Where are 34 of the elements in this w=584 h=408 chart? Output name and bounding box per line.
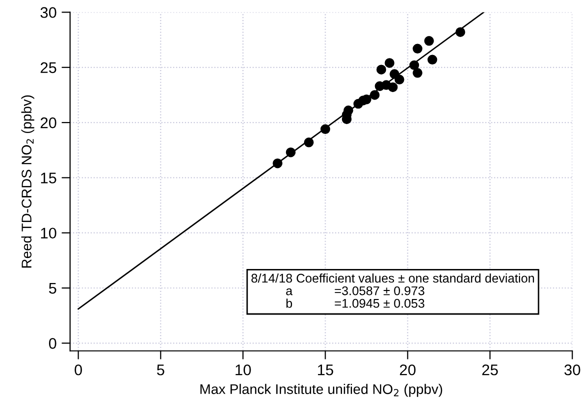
y-tick-label: 0: [48, 338, 56, 349]
point: [344, 106, 354, 116]
x-tick-label: 20: [400, 364, 416, 376]
point: [427, 54, 438, 65]
point: [388, 82, 398, 92]
point: [412, 44, 422, 54]
point: [370, 90, 380, 100]
x-tick-label: 30: [564, 364, 580, 376]
point: [409, 60, 420, 70]
point: [394, 74, 404, 84]
point: [362, 94, 372, 104]
x-tick-label: 5: [157, 364, 164, 376]
y-tick-label: 25: [40, 62, 56, 74]
y-tick-label: 10: [41, 228, 56, 239]
x-axis-title: Max Planck Institute unified NO$_{2}$ (ppbv): [200, 384, 442, 397]
y-axis-title: Reed TD-CRDS NO$_{2}$ (ppbv): [21, 95, 34, 268]
point: [376, 64, 386, 74]
point: [455, 27, 466, 37]
y-tick-label: 30: [40, 7, 56, 18]
x-tick-label: 15: [318, 364, 334, 376]
point: [272, 158, 282, 168]
y-tick-label: 15: [41, 172, 56, 184]
x-tick-label: 10: [236, 364, 251, 376]
x-tick-label: 25: [482, 364, 498, 376]
y-tick-label: 20: [40, 117, 56, 128]
point: [286, 147, 296, 158]
x-tick-label: 0: [74, 364, 82, 376]
point: [320, 124, 330, 134]
point: [412, 68, 422, 78]
point: [304, 138, 314, 148]
point: [424, 36, 434, 46]
y-tick-label: 5: [49, 283, 56, 294]
point: [384, 58, 394, 68]
annotation: 8/14/18 Coefficient values ± one standard deviation a =3.0587 ± 0.973 b =1.0945 ± 0.053: [251, 273, 534, 308]
